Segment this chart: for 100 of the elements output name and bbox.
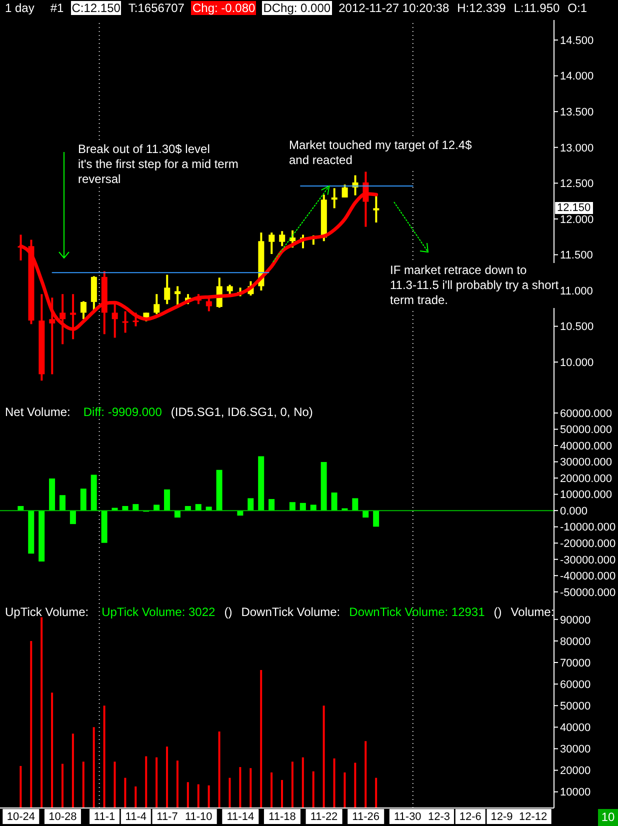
y-tick-label: 20000.000 [560,472,612,485]
candlestick [279,230,286,248]
x-tick-label: 11-26 [352,811,380,823]
annotation: Diff: -9909.000 [82,405,163,419]
candlestick [290,229,296,249]
bar [80,488,86,511]
text: DChg: 0.000 [262,1,332,15]
annotation: DownTick Volume: [240,605,342,619]
annotation: () [492,605,503,619]
bar [248,498,254,511]
y-tick-label: -30000.000 [560,554,616,566]
chart-title: 1 day [4,1,36,15]
bar [320,462,327,511]
bar [352,498,358,511]
y-tick-label: 70000 [560,657,591,670]
annotation: DownTick Volume: 12931 [348,605,486,619]
text: T:1656707 [127,1,186,15]
x-tick-label: 11-14 [226,811,254,823]
y-tick-label: 50000 [560,700,591,713]
bar [90,474,97,511]
x-tick-label: 12-6 [459,811,482,823]
y-tick-label: 60000.000 [560,408,612,420]
annotation: 12.150 [555,202,593,214]
y-tick-label: 30000 [560,744,591,756]
candlestick [80,300,86,320]
y-tick-label: -40000.000 [560,570,616,583]
bar [28,510,34,554]
bar [154,504,160,511]
x-tick-label: 11-4 [125,811,146,823]
text: Chg: -0.080 [191,1,256,15]
y-tick-label: 60000 [560,678,591,691]
x-tick-label: 12-12 [519,811,548,823]
annotation: Volume: [510,605,556,619]
bar [258,456,264,511]
text: 2012-11-27 10:20:38 [338,1,450,15]
y-tick-label: 20000 [560,765,591,778]
bar [289,502,296,511]
annotation: Break out of 11.30$ level it's the first step for a mid term reversal [78,142,238,187]
y-tick-label: 12.500 [560,178,594,190]
candlestick [373,194,380,224]
x-tick-label: 10-28 [48,811,77,823]
bar [38,510,45,562]
x-tick-label: 12-9 [490,811,513,823]
y-tick-label: -20000.000 [560,538,616,550]
bar [101,510,108,543]
bar [164,489,170,511]
bar [195,504,202,511]
x-tick-label: 12-3 [428,811,450,823]
text: #1 [49,1,65,15]
x-tick-label: 10-24 [6,811,35,823]
bar [373,510,380,527]
text: O:1 [566,1,588,15]
bar [310,504,316,511]
candlestick [268,232,275,256]
annotation: UpTick Volume: 3022 [100,605,216,619]
annotation: Market touched my target of 12.4$ and reacted [289,138,472,168]
text: L:11.950 [512,1,561,15]
chart-title: Net Volume: [4,405,72,419]
y-tick-label: 10000.000 [560,489,612,502]
candlestick [154,293,160,316]
y-tick-label: 10.500 [560,321,594,334]
bar [300,502,306,511]
bar [331,492,338,511]
y-tick-label: 50000.000 [560,424,612,436]
y-tick-label: 40000 [560,722,591,734]
bar [174,510,180,518]
bar [216,470,222,511]
bar [268,499,275,511]
x-tick-label: 11-30 [394,811,422,823]
y-tick-label: 13.000 [560,142,594,154]
bar [49,478,56,511]
text: 10 [598,809,618,826]
y-tick-label: 10.000 [560,356,594,369]
y-tick-label: -50000.000 [560,586,616,599]
y-tick-label: 11.500 [560,250,593,262]
y-tick-label: 12.000 [560,214,594,226]
y-tick-label: 40000.000 [560,440,612,452]
y-tick-label: -10000.000 [560,522,616,534]
x-tick-label: 11-7 [156,811,178,823]
text: C:12.150 [70,1,122,15]
y-tick-label: 90000 [560,614,591,626]
bar [362,510,369,518]
x-tick-label: 11-18 [268,811,296,823]
y-tick-label: 13.500 [560,106,594,119]
x-tick-label: 11-1 [94,811,116,823]
x-tick-label: 11-22 [310,811,338,823]
annotation: (ID5.SG1, ID6.SG1, 0, No) [170,405,314,419]
candlestick [164,274,170,306]
bar [132,504,139,511]
chart-title: UpTick Volume: [4,605,90,619]
candlestick [132,312,139,328]
x-tick-label: 11-10 [184,811,212,823]
y-tick-label: 30000.000 [560,456,612,469]
annotation: IF market retrace down to 11.3-11.5 i'll probably try a short term trade. [390,263,559,308]
y-tick-label: 14.000 [560,70,594,83]
bar [59,495,66,511]
y-tick-label: 11.000 [560,285,593,298]
annotation: () [223,605,234,619]
y-tick-label: 0.000 [560,505,588,518]
candlestick [331,187,338,210]
